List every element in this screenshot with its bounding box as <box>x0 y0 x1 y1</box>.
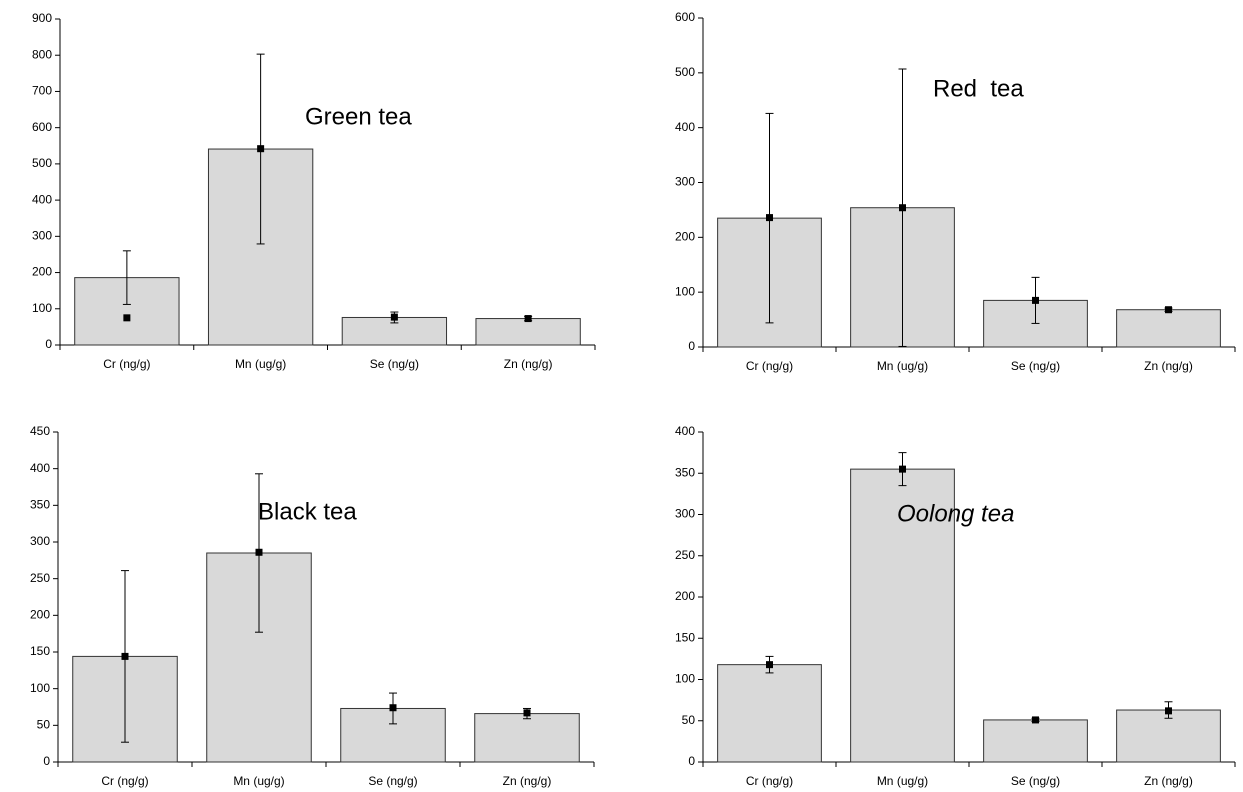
point-marker <box>1032 716 1039 724</box>
y-tick-label: 200 <box>675 589 695 603</box>
y-tick-label: 50 <box>682 713 696 727</box>
point-marker <box>121 652 129 660</box>
point-marker <box>523 709 531 717</box>
bar <box>474 713 580 763</box>
y-tick-label: 400 <box>30 461 50 475</box>
y-tick-label: 200 <box>32 265 52 279</box>
chart-annotation: Green tea <box>305 103 412 130</box>
x-tick-label: Se (ng/g) <box>368 774 417 788</box>
point-marker <box>1165 306 1172 314</box>
chart-annotation: Black tea <box>258 498 357 525</box>
point-marker <box>255 548 263 556</box>
y-tick-label: 100 <box>675 672 695 686</box>
y-tick-label: 900 <box>32 11 52 25</box>
y-tick-label: 0 <box>688 754 695 768</box>
y-tick-label: 100 <box>675 284 695 298</box>
x-tick-label: Cr (ng/g) <box>746 359 793 373</box>
error-bar <box>122 250 131 305</box>
point-marker <box>899 204 906 212</box>
y-tick-label: 250 <box>675 548 695 562</box>
x-tick-label: Mn (ug/g) <box>877 774 928 788</box>
y-tick-label: 200 <box>30 608 50 622</box>
bar <box>475 318 581 346</box>
y-tick-label: 100 <box>32 301 52 315</box>
point-marker <box>390 313 398 321</box>
y-tick-label: 600 <box>675 10 695 24</box>
y-tick-label: 700 <box>32 84 52 98</box>
bar <box>850 468 955 763</box>
x-tick-label: Se (ng/g) <box>1011 359 1060 373</box>
x-tick-label: Se (ng/g) <box>370 357 419 371</box>
x-tick-label: Mn (ug/g) <box>877 359 928 373</box>
y-tick-label: 350 <box>675 465 695 479</box>
y-tick-label: 500 <box>32 156 52 170</box>
y-tick-label: 400 <box>32 192 52 206</box>
y-tick-label: 300 <box>675 175 695 189</box>
y-tick-label: 500 <box>675 65 695 79</box>
y-tick-label: 450 <box>30 424 50 438</box>
point-marker <box>1032 296 1039 304</box>
chart-annotation: Red tea <box>933 75 1024 102</box>
y-tick-label: 600 <box>32 120 52 134</box>
x-tick-label: Zn (ng/g) <box>1144 359 1193 373</box>
point-marker <box>389 704 397 712</box>
x-tick-label: Se (ng/g) <box>1011 774 1060 788</box>
point-marker <box>257 145 265 153</box>
x-tick-label: Zn (ng/g) <box>503 774 552 788</box>
y-tick-label: 300 <box>30 534 50 548</box>
x-tick-label: Cr (ng/g) <box>103 357 150 371</box>
y-tick-label: 50 <box>37 718 51 732</box>
x-tick-label: Zn (ng/g) <box>1144 774 1193 788</box>
y-tick-label: 250 <box>30 571 50 585</box>
y-tick-label: 200 <box>675 230 695 244</box>
y-tick-label: 300 <box>32 229 52 243</box>
x-tick-label: Mn (ug/g) <box>235 357 286 371</box>
bar <box>983 719 1088 763</box>
x-tick-label: Mn (ug/g) <box>233 774 284 788</box>
x-tick-label: Cr (ng/g) <box>101 774 148 788</box>
y-tick-label: 800 <box>32 47 52 61</box>
point-marker <box>1165 707 1172 715</box>
bar <box>1116 309 1221 348</box>
y-tick-label: 400 <box>675 424 695 438</box>
point-marker <box>123 314 131 322</box>
x-tick-label: Cr (ng/g) <box>746 774 793 788</box>
bar <box>717 664 822 763</box>
y-tick-label: 0 <box>45 337 52 351</box>
y-tick-label: 0 <box>43 754 50 768</box>
chart-annotation: Oolong tea <box>897 500 1014 527</box>
point-marker <box>524 315 532 323</box>
y-tick-label: 300 <box>675 507 695 521</box>
y-tick-label: 0 <box>688 339 695 353</box>
y-tick-label: 100 <box>30 681 50 695</box>
y-tick-label: 350 <box>30 498 50 512</box>
y-tick-label: 150 <box>30 644 50 658</box>
point-marker <box>766 214 773 222</box>
x-tick-label: Zn (ng/g) <box>504 357 553 371</box>
point-marker <box>899 465 906 473</box>
point-marker <box>766 661 773 669</box>
y-tick-label: 400 <box>675 120 695 134</box>
y-tick-label: 150 <box>675 630 695 644</box>
